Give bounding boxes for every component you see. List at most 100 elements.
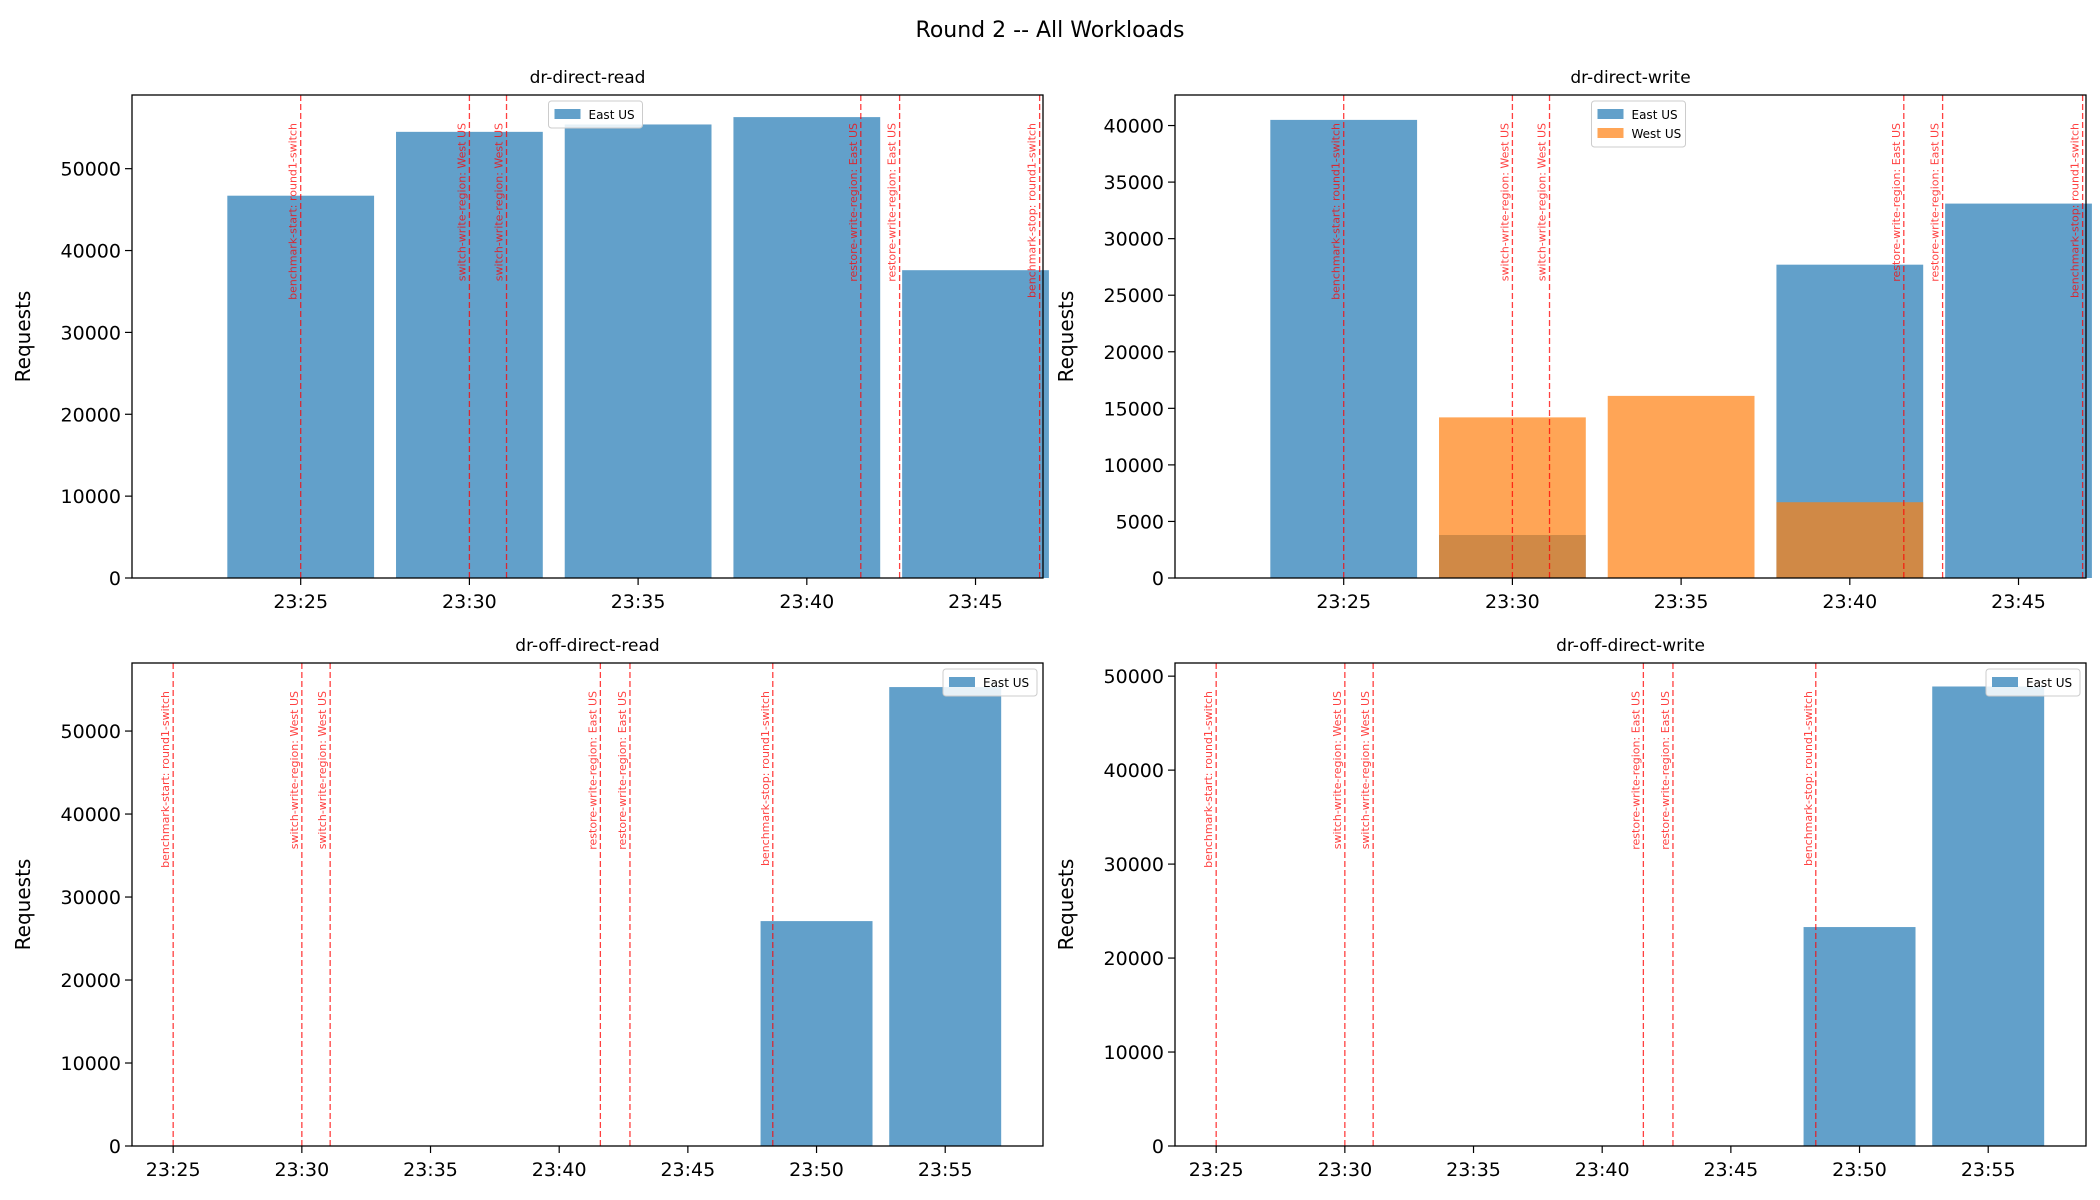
x-tick-label: 23:50 <box>789 1159 844 1181</box>
legend-swatch <box>554 109 581 119</box>
y-tick-label: 30000 <box>1104 854 1164 876</box>
y-tick-label: 20000 <box>61 970 121 992</box>
y-tick-label: 30000 <box>61 887 121 909</box>
x-tick-label: 23:40 <box>532 1159 587 1181</box>
bar-west-us-23:35 <box>1607 395 1755 578</box>
event-label: restore-write-region: East US <box>886 123 899 282</box>
chart-title: dr-off-direct-write <box>1556 636 1705 656</box>
x-tick-label: 23:45 <box>948 591 1003 613</box>
event-label: benchmark-start: round1-switch <box>1330 123 1343 300</box>
y-tick-label: 0 <box>1152 568 1164 590</box>
legend-box <box>942 668 1038 697</box>
chart-panel-1: benchmark-start: round1-switch switch-wri… <box>1054 68 2092 613</box>
y-tick-label: 40000 <box>61 241 121 263</box>
y-tick-label: 50000 <box>1104 666 1164 688</box>
axes-frame <box>131 94 1044 579</box>
x-tick-label: 23:45 <box>1703 1159 1758 1181</box>
y-tick-label: 20000 <box>1104 342 1164 364</box>
x-tick-label: 23:45 <box>1991 591 2046 613</box>
legend-label: East US <box>983 676 1029 690</box>
y-tick-label: 50000 <box>61 159 121 181</box>
x-tick-label: 23:55 <box>918 1159 973 1181</box>
bar-west-us-23:40 <box>1776 502 1924 578</box>
y-tick-label: 0 <box>1152 1136 1164 1158</box>
event-label: switch-write-region: West US <box>1331 691 1344 849</box>
legend-swatch <box>949 677 975 687</box>
y-tick-label: 40000 <box>1104 760 1164 782</box>
x-tick-label: 23:40 <box>779 591 834 613</box>
chart-title: dr-direct-read <box>530 68 646 88</box>
axes-frame <box>1174 94 2087 579</box>
event-label: switch-write-region: West US <box>316 691 329 849</box>
y-axis-label: Requests <box>1054 859 1078 951</box>
legend-box <box>548 100 643 129</box>
chart-panel-0: benchmark-start: round1-switch switch-wri… <box>11 68 1049 613</box>
event-label: switch-write-region: West US <box>1498 123 1511 281</box>
event-label: restore-write-region: East US <box>586 691 599 850</box>
event-label: benchmark-stop: round1-switch <box>759 691 772 866</box>
bar-east-us-23:50 <box>1803 927 1916 1146</box>
bar-east-us-23:40 <box>733 117 881 578</box>
y-tick-label: 10000 <box>61 1053 121 1075</box>
y-tick-label: 10000 <box>1104 1042 1164 1064</box>
y-tick-label: 40000 <box>61 804 121 826</box>
y-tick-label: 40000 <box>1104 116 1164 138</box>
y-tick-label: 10000 <box>61 486 121 508</box>
x-tick-label: 23:25 <box>1316 591 1371 613</box>
x-tick-label: 23:40 <box>1822 591 1877 613</box>
legend-swatch <box>1597 128 1624 138</box>
event-label: switch-write-region: West US <box>288 691 301 849</box>
x-tick-label: 23:30 <box>1485 591 1540 613</box>
event-label: benchmark-stop: round1-switch <box>1802 691 1815 866</box>
legend-swatch <box>1992 677 2018 687</box>
event-label: switch-write-region: West US <box>1536 123 1549 281</box>
x-tick-label: 23:25 <box>146 1159 201 1181</box>
x-tick-label: 23:30 <box>442 591 497 613</box>
bar-east-us-23:45 <box>902 270 1049 578</box>
event-label: restore-write-region: East US <box>1890 123 1903 282</box>
x-tick-label: 23:35 <box>403 1159 458 1181</box>
event-label: benchmark-start: round1-switch <box>287 123 300 300</box>
x-tick-label: 23:35 <box>611 591 666 613</box>
y-tick-label: 5000 <box>1116 511 1164 533</box>
chart-title: dr-direct-write <box>1570 68 1690 88</box>
legend-label: East US <box>589 108 635 122</box>
axes-frame <box>131 662 1044 1147</box>
bar-east-us-23:55 <box>1932 686 2045 1146</box>
x-tick-label: 23:40 <box>1575 1159 1630 1181</box>
figure-title: Round 2 -- All Workloads <box>915 18 1185 43</box>
y-tick-label: 10000 <box>1104 455 1164 477</box>
x-tick-label: 23:30 <box>1317 1159 1372 1181</box>
legend-box <box>1985 668 2081 697</box>
event-label: restore-write-region: East US <box>1659 691 1672 850</box>
x-tick-label: 23:55 <box>1961 1159 2016 1181</box>
x-tick-label: 23:25 <box>1189 1159 1244 1181</box>
x-tick-label: 23:25 <box>273 591 328 613</box>
chart-title: dr-off-direct-read <box>515 636 659 656</box>
y-tick-label: 15000 <box>1104 398 1164 420</box>
event-label: benchmark-stop: round1-switch <box>1026 123 1039 298</box>
bar-east-us-23:45 <box>1945 203 2092 579</box>
y-tick-label: 30000 <box>61 322 121 344</box>
bar-east-us-23:55 <box>889 687 1002 1146</box>
y-tick-label: 0 <box>109 568 121 590</box>
event-label: restore-write-region: East US <box>1629 691 1642 850</box>
event-label: switch-write-region: West US <box>455 123 468 281</box>
event-label: benchmark-stop: round1-switch <box>2069 123 2082 298</box>
x-tick-label: 23:35 <box>1446 1159 1501 1181</box>
legend-label: East US <box>2026 676 2072 690</box>
event-label: restore-write-region: East US <box>1929 123 1942 282</box>
y-axis-label: Requests <box>11 859 35 951</box>
x-tick-label: 23:30 <box>274 1159 329 1181</box>
event-label: switch-write-region: West US <box>493 123 506 281</box>
event-label: restore-write-region: East US <box>616 691 629 850</box>
event-label: restore-write-region: East US <box>847 123 860 282</box>
y-tick-label: 50000 <box>61 721 121 743</box>
y-tick-label: 35000 <box>1104 172 1164 194</box>
axes-frame <box>1174 662 2087 1147</box>
legend-label: West US <box>1632 127 1682 141</box>
event-label: switch-write-region: West US <box>1359 691 1372 849</box>
y-axis-label: Requests <box>11 291 35 383</box>
